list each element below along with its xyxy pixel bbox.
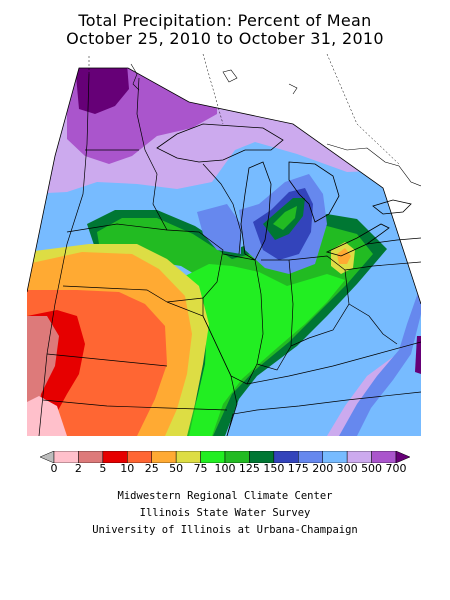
coast-georgian-bay xyxy=(326,143,421,187)
border-wi-mi xyxy=(202,163,242,255)
zone-mid-blue-wisconsin xyxy=(197,204,241,254)
legend-label: 175 xyxy=(287,462,309,475)
legend-label: 150 xyxy=(263,462,285,475)
province-borders xyxy=(88,54,400,165)
legend-label: 5 xyxy=(99,462,107,475)
state-borders xyxy=(38,73,421,436)
zone-light-blue-southeast xyxy=(357,314,421,436)
map-title-line-2: October 25, 2010 to October 31, 2010 xyxy=(66,29,384,48)
legend-label: 0 xyxy=(50,462,58,475)
zone-mid-green-michigan xyxy=(273,206,297,230)
border-wv-va xyxy=(348,303,398,345)
coast-lake-nipigon xyxy=(222,69,238,83)
border-oh-pa xyxy=(344,261,421,271)
coast-north-shore xyxy=(288,83,298,95)
border-mo xyxy=(166,301,238,436)
legend-label: 10 xyxy=(120,462,135,475)
lake-huron-outline xyxy=(288,161,340,223)
outside-domain-north xyxy=(27,54,421,304)
legend-label: 2 xyxy=(74,462,82,475)
canada-coastlines xyxy=(130,63,421,187)
great-lakes-outlines xyxy=(156,123,412,261)
legend-colorbar xyxy=(40,451,410,463)
zone-light-orange-ohio xyxy=(337,248,351,264)
precipitation-map xyxy=(27,54,421,436)
border-ia-north-south xyxy=(166,229,224,303)
border-in xyxy=(256,259,294,371)
lake-michigan-outline xyxy=(240,161,272,261)
legend-swatch-above-700 xyxy=(395,451,410,463)
legend-label: 700 xyxy=(385,462,407,475)
zone-green-corridor xyxy=(177,264,345,436)
zone-dark-purple-east xyxy=(415,336,421,374)
border-ks-ok xyxy=(42,399,228,411)
legend-label: 300 xyxy=(336,462,358,475)
credit-line-2: Illinois State Water Survey xyxy=(139,507,311,519)
legend-label: 125 xyxy=(238,462,260,475)
legend-label: 25 xyxy=(144,462,159,475)
province-line-3 xyxy=(326,54,400,165)
border-ky-tn xyxy=(246,341,421,385)
zone-pink-southwest xyxy=(27,396,67,436)
lake-ontario-outline xyxy=(372,199,412,215)
legend-label: 100 xyxy=(214,462,236,475)
legend-label: 200 xyxy=(312,462,334,475)
lake-erie-outline xyxy=(325,223,390,257)
border-ks-mo xyxy=(46,353,168,367)
legend-label: 75 xyxy=(193,462,208,475)
domain-outline xyxy=(27,67,421,305)
map-title-line-1: Total Precipitation: Percent of Mean xyxy=(78,11,372,30)
legend-label: 500 xyxy=(361,462,383,475)
border-pa-ny xyxy=(366,237,421,245)
border-sd-ne xyxy=(62,285,168,303)
credit-line-3: University of Illinois at Urbana-Champai… xyxy=(92,524,358,536)
legend-label: 50 xyxy=(169,462,184,475)
province-line-2 xyxy=(202,54,224,125)
coast-lake-winnipeg xyxy=(130,63,140,91)
border-mn-east xyxy=(136,77,168,231)
credit-line-1: Midwestern Regional Climate Center xyxy=(117,490,333,502)
border-mn-south xyxy=(66,223,168,233)
border-ar-tn xyxy=(226,391,421,436)
lake-superior-outline xyxy=(156,123,284,163)
